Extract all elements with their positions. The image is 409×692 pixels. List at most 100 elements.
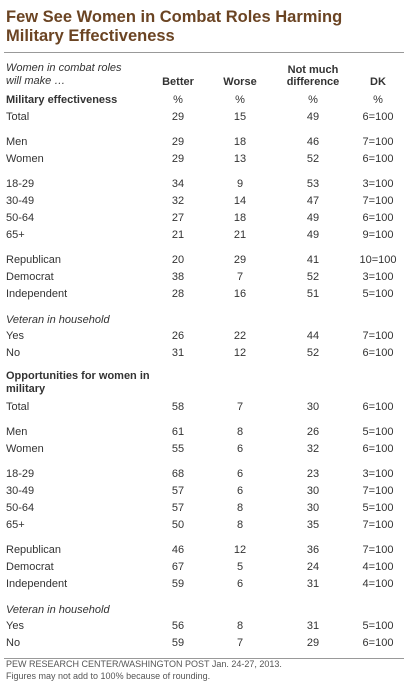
row-label: 50-64	[6, 502, 35, 514]
row-label-header: will make …	[6, 75, 66, 87]
cell: 47	[306, 195, 320, 207]
row-label: Yes	[6, 620, 24, 632]
row-label: Republican	[6, 254, 62, 266]
cell: 18	[233, 212, 247, 224]
cell: 26	[306, 426, 320, 438]
row-label: Republican	[6, 544, 62, 556]
cell: 18	[233, 136, 247, 148]
cell: 24	[306, 561, 320, 573]
cell: 3=100	[362, 178, 394, 190]
cell: 7=100	[362, 136, 394, 148]
row-label: Men	[6, 136, 28, 148]
cell: 9=100	[362, 229, 394, 241]
cell: 46	[306, 136, 320, 148]
row-label: Total	[6, 111, 30, 123]
cell: 12	[233, 544, 247, 556]
cell: 29	[171, 136, 185, 148]
cell: 32	[171, 195, 185, 207]
cell: 6=100	[362, 401, 394, 413]
group-heading: Veteran in household	[6, 314, 110, 326]
cell: 8	[236, 426, 244, 438]
column-unit: %	[308, 94, 318, 106]
cell: 8	[236, 519, 244, 531]
cell: 49	[306, 212, 320, 224]
cell: 30	[306, 401, 320, 413]
cell: 52	[306, 153, 320, 165]
cell: 15	[233, 111, 247, 123]
footer: Figures may not add to 100% because of r…	[6, 671, 211, 681]
column-header: difference	[286, 76, 340, 88]
cell: 49	[306, 111, 320, 123]
cell: 7=100	[362, 330, 394, 342]
rule	[4, 52, 404, 53]
cell: 51	[306, 288, 320, 300]
row-label: Women	[6, 443, 44, 455]
cell: 7=100	[362, 195, 394, 207]
cell: 28	[171, 288, 185, 300]
cell: 4=100	[362, 578, 394, 590]
cell: 6	[236, 468, 244, 480]
cell: 44	[306, 330, 320, 342]
cell: 14	[233, 195, 247, 207]
title: Few See Women in Combat Roles Harming	[6, 8, 343, 26]
cell: 52	[306, 347, 320, 359]
cell: 61	[171, 426, 185, 438]
row-label: Independent	[6, 288, 68, 300]
cell: 6	[236, 485, 244, 497]
cell: 29	[171, 153, 185, 165]
cell: 7=100	[362, 544, 394, 556]
cell: 5=100	[362, 426, 394, 438]
cell: 36	[306, 544, 320, 556]
group-heading: Veteran in household	[6, 604, 110, 616]
cell: 6=100	[362, 153, 394, 165]
row-label: 30-49	[6, 485, 35, 497]
cell: 3=100	[362, 271, 394, 283]
cell: 21	[233, 229, 247, 241]
cell: 52	[306, 271, 320, 283]
footer: PEW RESEARCH CENTER/WASHINGTON POST Jan.…	[6, 659, 282, 669]
cell: 56	[171, 620, 185, 632]
row-label: 30-49	[6, 195, 35, 207]
cell: 68	[171, 468, 185, 480]
row-label: 18-29	[6, 468, 35, 480]
section-title: Military effectiveness	[6, 94, 118, 106]
cell: 26	[171, 330, 185, 342]
cell: 21	[171, 229, 185, 241]
cell: 27	[171, 212, 185, 224]
cell: 57	[171, 485, 185, 497]
cell: 9	[236, 178, 244, 190]
cell: 7=100	[362, 519, 394, 531]
cell: 5=100	[362, 620, 394, 632]
cell: 53	[306, 178, 320, 190]
column-unit: %	[373, 94, 383, 106]
row-label: No	[6, 637, 21, 649]
cell: 8	[236, 620, 244, 632]
cell: 31	[306, 578, 320, 590]
row-label: Men	[6, 426, 28, 438]
cell: 34	[171, 178, 185, 190]
row-label: No	[6, 347, 21, 359]
row-label-header: Women in combat roles	[6, 62, 122, 74]
cell: 6=100	[362, 443, 394, 455]
cell: 6=100	[362, 347, 394, 359]
row-label: Democrat	[6, 271, 54, 283]
column-unit: %	[235, 94, 245, 106]
column-header: DK	[370, 76, 386, 88]
column-header: Worse	[223, 76, 257, 88]
cell: 55	[171, 443, 185, 455]
cell: 6	[236, 443, 244, 455]
rule	[4, 658, 404, 659]
cell: 38	[171, 271, 185, 283]
cell: 29	[306, 637, 320, 649]
cell: 3=100	[362, 468, 394, 480]
row-label: 18-29	[6, 178, 35, 190]
cell: 67	[171, 561, 185, 573]
cell: 29	[233, 254, 247, 266]
cell: 12	[233, 347, 247, 359]
cell: 7=100	[362, 485, 394, 497]
cell: 41	[306, 254, 320, 266]
cell: 4=100	[362, 561, 394, 573]
cell: 13	[233, 153, 247, 165]
row-label: Total	[6, 401, 30, 413]
